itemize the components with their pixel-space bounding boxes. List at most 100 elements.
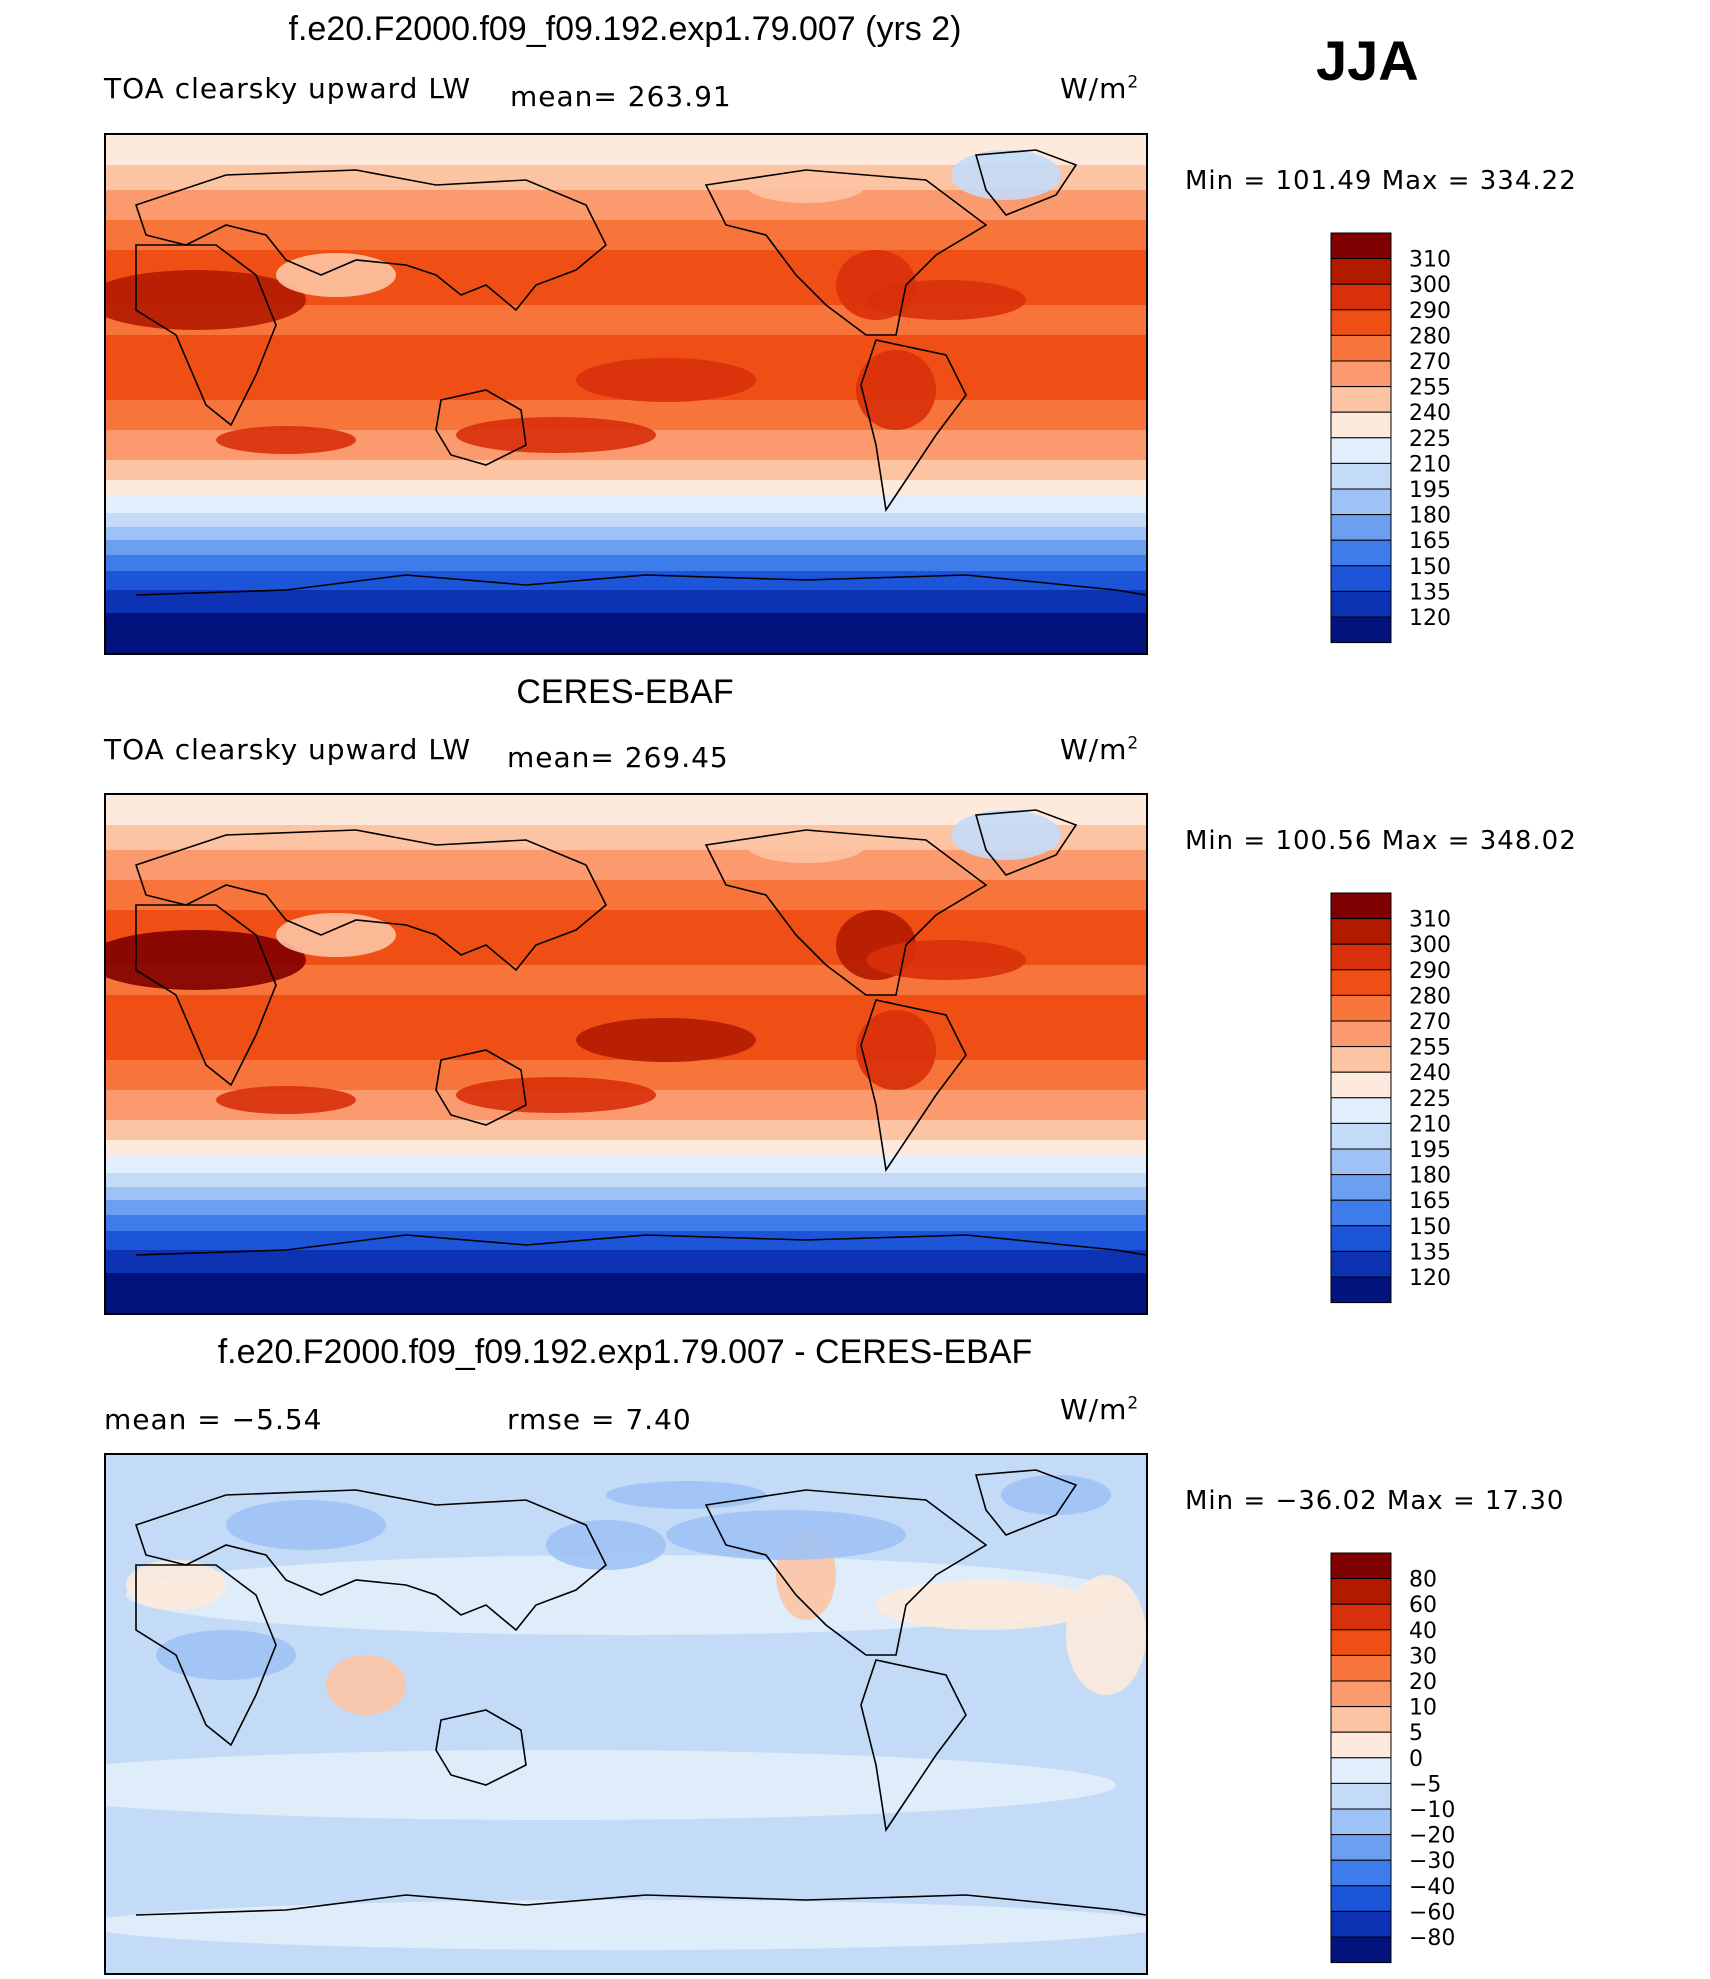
coastline [974,149,1078,216]
colorbar-tick-label: 10 [1409,1696,1437,1721]
colorbar-tick-label: 195 [1409,478,1451,503]
panel-2-map [104,793,1148,1315]
colorbar-swatch [1330,918,1392,945]
colorbar-tick-label: 40 [1409,1619,1437,1644]
panel-1-minmax: Min = 101.49 Max = 334.22 [1185,166,1577,196]
coastline [974,809,1078,876]
coastline-outlines [134,809,1146,1256]
colorbar-tick-label: 150 [1409,555,1451,580]
panel-3-rmse-label: rmse = 7.40 [507,1403,692,1436]
coastline-outlines [134,149,1146,596]
colorbar-swatch [1330,1097,1392,1124]
colorbar-swatch [1330,1020,1392,1048]
colorbar-swatch [1330,360,1392,388]
colorbar-swatch [1330,590,1392,618]
colorbar-swatch [1330,386,1392,413]
colorbar-tick-label: −5 [1409,1772,1441,1797]
colorbar-tick-label: 180 [1409,1164,1451,1189]
colorbar-swatch [1330,616,1392,644]
coastline [974,1469,1078,1536]
colorbar-tick-label: 165 [1409,1189,1451,1214]
colorbar-swatch [1330,565,1392,592]
colorbar-tick-label: 290 [1409,299,1451,324]
colorbar-tick-label: 280 [1409,984,1451,1009]
colorbar-tick-label: 5 [1409,1721,1423,1746]
colorbar-swatch [1330,232,1392,260]
colorbar-swatch [1330,309,1392,336]
colorbar-tick-label: 135 [1409,1240,1451,1265]
colorbar-swatch [1330,258,1392,285]
colorbar-swatch [1330,1122,1392,1150]
colorbar-swatch [1330,1731,1392,1759]
colorbar-swatch [1330,1276,1392,1304]
panel-2-mean-label: mean= 269.45 [507,741,729,774]
colorbar-swatch [1330,1910,1392,1938]
coastline [435,389,527,466]
colorbar-swatch [1330,1148,1392,1176]
coastline [860,1659,967,1833]
colorbar-swatch [1330,1578,1392,1605]
colorbar-tick-label: 270 [1409,350,1451,375]
colorbar-tick-label: 165 [1409,529,1451,554]
colorbar-tick-label: −20 [1409,1824,1455,1849]
coastline [135,244,277,427]
coastline [704,829,988,996]
colorbar-tick-label: −80 [1409,1926,1455,1951]
season-label: JJA [1316,29,1419,92]
colorbar-tick-label: 255 [1409,376,1451,401]
panel-3-minmax: Min = −36.02 Max = 17.30 [1185,1486,1565,1516]
colorbar-tick-label: −40 [1409,1875,1455,1900]
coastline [134,169,607,312]
colorbar-swatch [1330,514,1392,541]
coastline [860,339,967,513]
colorbar-swatch [1330,892,1392,920]
colorbar-swatch [1330,1225,1392,1252]
coastline [135,574,1146,596]
panel-1-units-label: W/m2 [1060,72,1140,105]
colorbar-swatch [1330,1552,1392,1580]
colorbar-swatch [1330,1757,1392,1784]
panel-3-mean-label: mean = −5.54 [104,1403,323,1436]
colorbar-tick-label: 210 [1409,452,1451,477]
colorbar-tick-label: 240 [1409,401,1451,426]
coastline [860,999,967,1173]
colorbar-tick-label: 225 [1409,427,1451,452]
panel-2-colorbar: 310 300 290 280 270 255 240 225 210 195 180 165 150 1… [1330,892,1491,1304]
colorbar-swatch [1330,488,1392,516]
panel-2-units-label: W/m2 [1060,733,1140,766]
colorbar-swatch [1330,411,1392,439]
panel-1-title: f.e20.F2000.f09_f09.192.exp1.79.007 (yrs… [288,10,962,48]
colorbar-swatch [1330,1199,1392,1227]
colorbar-swatch [1330,1706,1392,1733]
colorbar-swatch [1330,1046,1392,1073]
colorbar-swatch [1330,462,1392,490]
colorbar-tick-label: 210 [1409,1112,1451,1137]
coastline [704,169,988,336]
coastline [134,1489,607,1632]
colorbar-tick-label: 195 [1409,1138,1451,1163]
colorbar-tick-label: 30 [1409,1644,1437,1669]
colorbar-swatch [1330,1680,1392,1708]
colorbar-tick-label: −10 [1409,1798,1455,1823]
coastline [135,1234,1146,1256]
panel-3-colorbar: 80 60 40 30 20 10 5 0 −5 −10 −20 −30 −40 −60 −80 [1330,1552,1491,1964]
colorbar-tick-label: 310 [1409,248,1451,273]
panel-1-mean-label: mean= 263.91 [510,80,732,113]
colorbar-swatch [1330,1782,1392,1810]
panel-2-variable-label: TOA clearsky upward LW [104,733,472,766]
colorbar-swatch [1330,1808,1392,1836]
colorbar-swatch [1330,1936,1392,1964]
panel-2-title: CERES-EBAF [516,673,734,711]
colorbar-swatch [1330,994,1392,1022]
colorbar-tick-label: 60 [1409,1593,1437,1618]
colorbar-swatch [1330,1629,1392,1656]
colorbar-tick-label: 270 [1409,1010,1451,1035]
colorbar-swatch [1330,1859,1392,1887]
colorbar-tick-label: 290 [1409,959,1451,984]
colorbar-swatch [1330,943,1392,971]
panel-3-units-label: W/m2 [1060,1393,1140,1426]
colorbar-swatch [1330,283,1392,311]
colorbar-tick-label: 20 [1409,1670,1437,1695]
colorbar-swatch [1330,1603,1392,1631]
panel-3-map [104,1453,1148,1975]
